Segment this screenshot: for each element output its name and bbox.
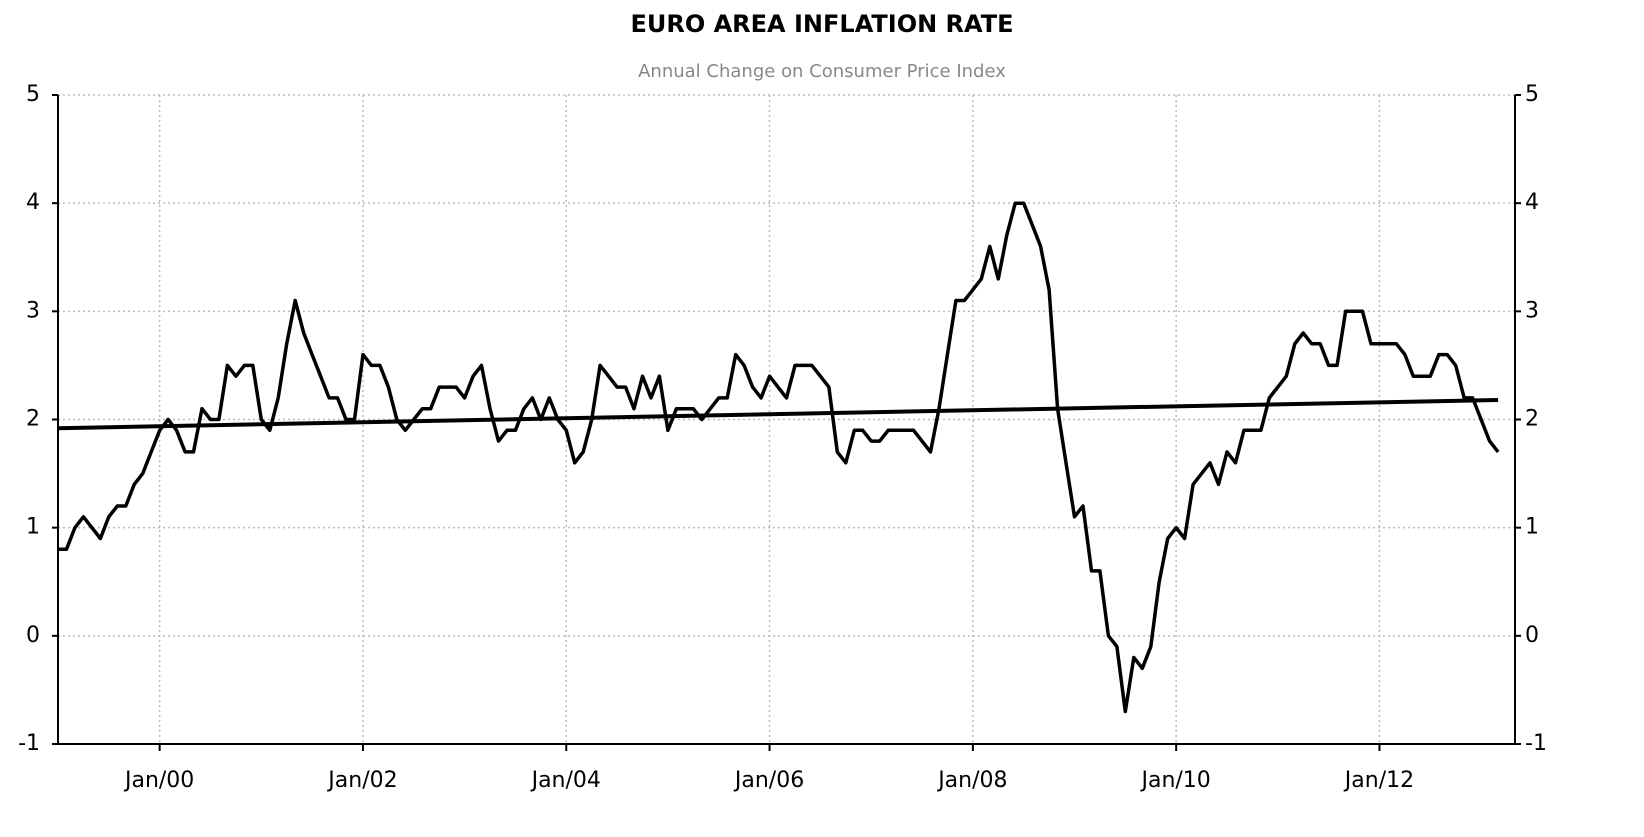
y2-tick-label: 3 bbox=[1525, 298, 1539, 323]
y-tick-label: 0 bbox=[26, 623, 40, 648]
y-tick-label: -1 bbox=[18, 731, 40, 756]
trend-line bbox=[57, 398, 1499, 431]
x-tick-label: Jan/04 bbox=[530, 768, 601, 793]
y2-tick-label: 1 bbox=[1525, 515, 1539, 540]
x-tick-label: Jan/02 bbox=[326, 768, 397, 793]
y-tick-label: 3 bbox=[26, 298, 40, 323]
x-tick-label: Jan/06 bbox=[733, 768, 804, 793]
x-tick-label: Jan/00 bbox=[123, 768, 194, 793]
y2-tick-label: 2 bbox=[1525, 407, 1539, 432]
y-tick-label: 4 bbox=[26, 190, 40, 215]
y2-tick-label: 0 bbox=[1525, 623, 1539, 648]
y2-tick-label: 5 bbox=[1525, 82, 1539, 107]
y-tick-label: 5 bbox=[26, 82, 40, 107]
line-series bbox=[58, 201, 1500, 714]
x-tick-label: Jan/12 bbox=[1343, 768, 1414, 793]
y-tick-label: 2 bbox=[26, 407, 40, 432]
chart-subtitle: Annual Change on Consumer Price Index bbox=[638, 61, 1006, 82]
y-tick-label: 1 bbox=[26, 515, 40, 540]
x-tick-label: Jan/08 bbox=[936, 768, 1007, 793]
x-tick-label: Jan/10 bbox=[1139, 768, 1210, 793]
chart-title: EURO AREA INFLATION RATE bbox=[630, 10, 1013, 38]
y2-tick-label: 4 bbox=[1525, 190, 1539, 215]
y2-tick-label: -1 bbox=[1525, 731, 1547, 756]
